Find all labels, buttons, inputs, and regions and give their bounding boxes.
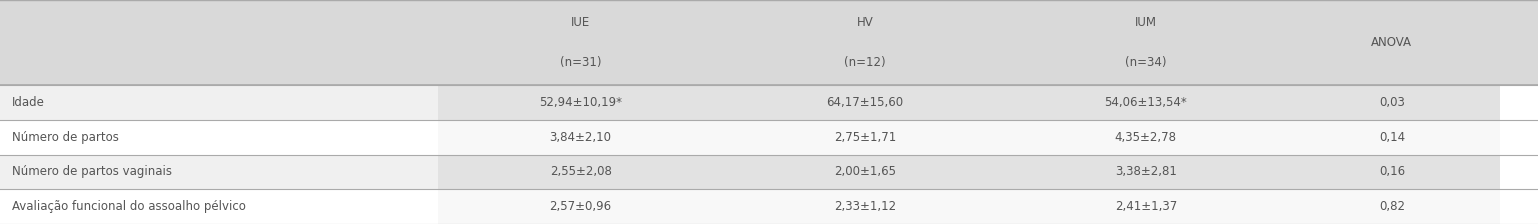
Text: 54,06±13,54*: 54,06±13,54* bbox=[1104, 96, 1187, 109]
Text: 4,35±2,78: 4,35±2,78 bbox=[1115, 131, 1177, 144]
Text: 3,84±2,10: 3,84±2,10 bbox=[549, 131, 612, 144]
Bar bbox=[438, 189, 1500, 224]
Text: 2,75±1,71: 2,75±1,71 bbox=[834, 131, 897, 144]
Bar bbox=[0, 155, 438, 189]
Text: 2,00±1,65: 2,00±1,65 bbox=[834, 165, 897, 179]
Bar bbox=[438, 85, 1500, 120]
Bar bbox=[0, 0, 1538, 85]
Text: 52,94±10,19*: 52,94±10,19* bbox=[540, 96, 621, 109]
Text: 3,38±2,81: 3,38±2,81 bbox=[1115, 165, 1177, 179]
Text: ANOVA: ANOVA bbox=[1372, 36, 1412, 49]
Text: Número de partos vaginais: Número de partos vaginais bbox=[12, 165, 172, 179]
Text: 2,55±2,08: 2,55±2,08 bbox=[549, 165, 612, 179]
Text: Idade: Idade bbox=[12, 96, 45, 109]
Text: 0,16: 0,16 bbox=[1380, 165, 1404, 179]
Bar bbox=[0, 189, 438, 224]
Text: Avaliação funcional do assoalho pélvico: Avaliação funcional do assoalho pélvico bbox=[12, 200, 246, 213]
Text: (n=12): (n=12) bbox=[844, 56, 886, 69]
Text: 2,33±1,12: 2,33±1,12 bbox=[834, 200, 897, 213]
Bar bbox=[0, 120, 438, 155]
Text: (n=31): (n=31) bbox=[560, 56, 601, 69]
Text: IUE: IUE bbox=[571, 17, 591, 30]
Text: 0,14: 0,14 bbox=[1380, 131, 1404, 144]
Text: IUM: IUM bbox=[1135, 17, 1157, 30]
Text: 2,41±1,37: 2,41±1,37 bbox=[1115, 200, 1177, 213]
Text: 0,03: 0,03 bbox=[1380, 96, 1404, 109]
Bar bbox=[438, 120, 1500, 155]
Text: 0,82: 0,82 bbox=[1380, 200, 1404, 213]
Text: Número de partos: Número de partos bbox=[12, 131, 118, 144]
Text: 64,17±15,60: 64,17±15,60 bbox=[826, 96, 904, 109]
Bar bbox=[438, 155, 1500, 189]
Text: 2,57±0,96: 2,57±0,96 bbox=[549, 200, 612, 213]
Text: (n=34): (n=34) bbox=[1126, 56, 1166, 69]
Bar bbox=[0, 85, 438, 120]
Text: HV: HV bbox=[857, 17, 874, 30]
